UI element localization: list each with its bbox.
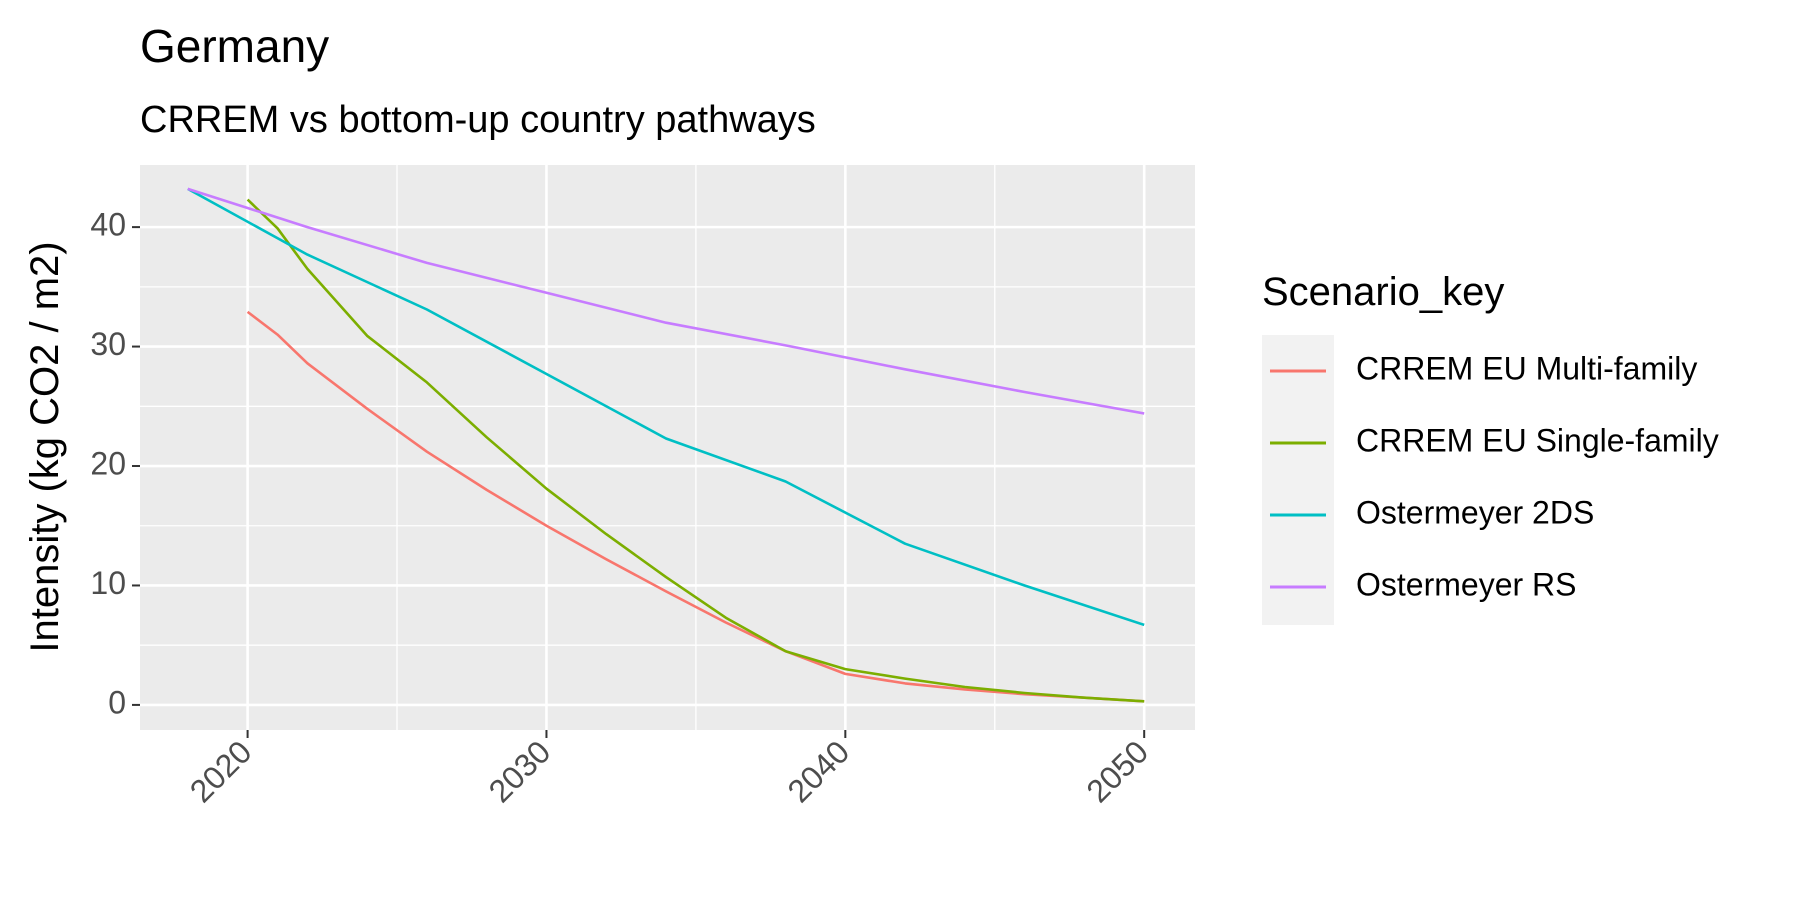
y-tick-label: 10 [90,565,126,601]
chart-subtitle: CRREM vs bottom-up country pathways [140,99,816,141]
legend-label: CRREM EU Multi-family [1356,350,1697,386]
series-line-crrem-eu-single-family [246,198,1145,703]
series-line-crrem-eu-multi-family [246,310,1145,703]
y-tick-label: 0 [108,684,126,720]
x-tick-labels: 2020 2030 2040 2050 [183,733,1155,809]
series-lines [187,187,1145,703]
legend: CRREM EU Multi-family CRREM EU Single-fam… [1270,350,1719,602]
legend-label: Ostermeyer 2DS [1356,494,1594,530]
grid-major [140,165,1195,730]
axis-ticks [132,226,1146,738]
y-tick-label: 30 [90,326,126,362]
x-tick-label: 2020 [183,733,259,809]
y-tick-label: 20 [90,445,126,481]
x-tick-label: 2030 [482,733,558,809]
legend-key-background [1262,335,1334,625]
series-line-ostermeyer-2ds [187,187,1145,627]
legend-label: CRREM EU Single-family [1356,422,1719,458]
series-line-ostermeyer-rs [187,187,1145,415]
y-axis-label: Intensity (kg CO2 / m2) [23,241,67,652]
legend-label: Ostermeyer RS [1356,566,1576,602]
x-tick-label: 2040 [780,733,856,809]
y-tick-label: 40 [90,207,126,243]
x-tick-label: 2050 [1079,733,1155,809]
chart-title: Germany [140,20,329,72]
legend-title: Scenario_key [1262,270,1504,314]
grid-minor [140,165,1195,730]
y-tick-labels: 0 10 20 30 40 [90,207,126,721]
